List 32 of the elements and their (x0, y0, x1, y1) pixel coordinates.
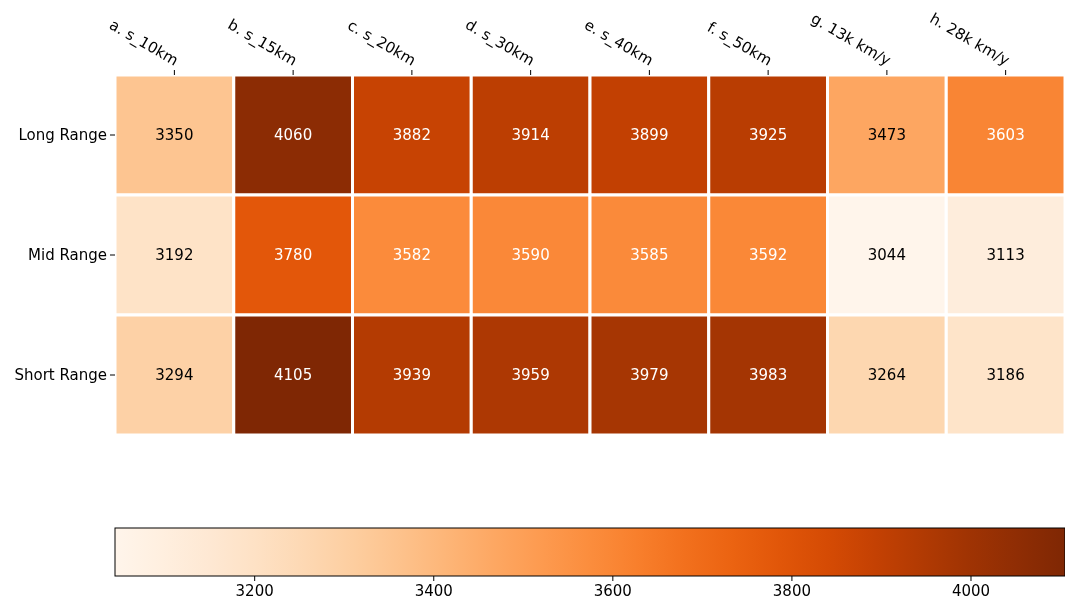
data-label: 3914 (511, 126, 550, 144)
data-label: 4105 (274, 366, 313, 384)
color-bar-label: 4000 (951, 582, 991, 600)
data-label: 3585 (630, 246, 669, 264)
y-tick-label: Short Range (14, 365, 107, 384)
data-label: 3294 (155, 366, 194, 384)
data-label: 3582 (392, 246, 431, 264)
data-label: 3044 (867, 246, 906, 264)
data-label: 3983 (749, 366, 788, 384)
data-label: 3959 (511, 366, 550, 384)
data-label: 3925 (749, 126, 788, 144)
data-label: 3473 (867, 126, 906, 144)
data-label: 3780 (274, 246, 313, 264)
data-label: 3899 (630, 126, 669, 144)
y-tick-label: Mid Range (28, 245, 107, 264)
data-label: 3264 (867, 366, 906, 384)
data-label: 3603 (986, 126, 1025, 144)
data-label: 3350 (155, 126, 194, 144)
data-label: 3592 (749, 246, 788, 264)
color-bar-label: 3800 (772, 582, 811, 600)
data-label: 4060 (274, 126, 313, 144)
data-label: 3939 (392, 366, 431, 384)
y-tick-label: Long Range (18, 125, 107, 144)
data-label: 3192 (155, 246, 194, 264)
color-bar-label: 3600 (593, 582, 632, 600)
data-label: 3979 (630, 366, 669, 384)
data-label: 3186 (986, 366, 1025, 384)
data-label: 3113 (986, 246, 1025, 264)
data-label: 3882 (392, 126, 431, 144)
color-bar-label: 3400 (414, 582, 453, 600)
data-label: 3590 (511, 246, 550, 264)
color-bar-label: 3200 (235, 582, 274, 600)
